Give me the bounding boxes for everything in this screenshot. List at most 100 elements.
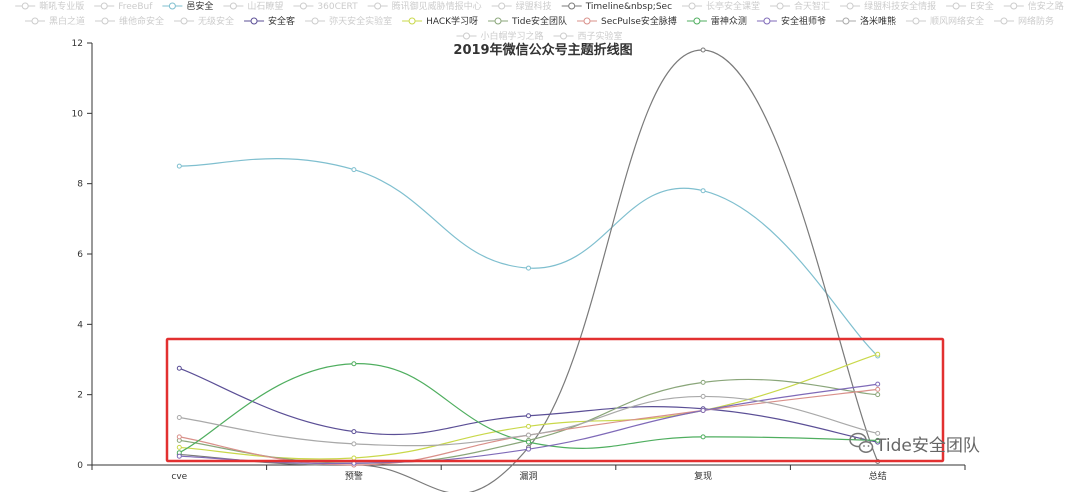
data-point[interactable] [176,163,182,169]
legend-marker [498,2,506,10]
data-point[interactable] [526,423,531,429]
data-point[interactable] [526,439,531,445]
series-23 [176,393,881,447]
watermark: Tide安全团队 [849,432,980,456]
data-point[interactable] [351,429,357,435]
data-point[interactable] [526,432,531,438]
legend-item[interactable]: 西子实验室 [553,30,623,42]
legend-marker [299,2,307,10]
legend-label: 安全祖师爷 [781,15,826,27]
legend-item[interactable]: E安全 [946,0,994,12]
data-point[interactable] [351,361,357,367]
legend-marker [462,32,470,40]
legend-item[interactable]: 合天智汇 [770,0,830,12]
data-point[interactable] [176,415,182,421]
legend-label: 无级安全 [198,15,234,27]
legend-marker [168,2,176,10]
legend-item[interactable]: 小白帽学习之路 [456,30,544,42]
data-point[interactable] [700,407,706,413]
legend-label: E安全 [970,0,994,12]
data-point[interactable] [875,386,881,392]
y-tick-label: 10 [72,109,84,119]
data-point[interactable] [176,444,182,450]
legend-item[interactable]: Timeline&nbsp;Sec [561,2,672,12]
legend-label: 绿盟科技 [516,0,552,12]
x-tick-label: cve [171,472,187,482]
data-point[interactable] [875,430,881,436]
legend-marker [912,17,920,25]
legend-item[interactable]: 绿盟科技 [491,0,552,12]
legend-label: 弥天安全实验室 [329,15,392,27]
legend-item[interactable]: 信安之路 [1003,0,1064,12]
data-point[interactable] [176,365,182,371]
legend-label: 嘶吼专业版 [39,0,84,12]
legend-item[interactable]: 无级安全 [174,15,234,27]
legend-item[interactable]: 顺风网络安全 [905,15,984,27]
legend-item[interactable]: 山石瞭望 [223,0,283,12]
legend-item[interactable]: 黑白之道 [25,15,85,27]
legend-marker [688,2,696,10]
legend-marker [568,2,576,10]
data-point[interactable] [351,441,357,447]
legend-item[interactable]: 维他命安全 [95,15,164,27]
series-16 [176,365,881,445]
legend-label: 绿盟科技安全情报 [864,0,936,12]
legend-label: 山石瞭望 [247,0,283,12]
legend-marker [229,2,237,10]
x-tick-label: 预警 [345,470,363,482]
legend-item[interactable]: 腾讯御见威胁情报中心 [367,0,482,12]
data-point[interactable] [526,446,531,452]
data-point[interactable] [875,381,881,387]
legend-label: 西子实验室 [578,30,623,42]
legend-item[interactable]: 安全祖师爷 [756,15,826,27]
x-tick-label: 总结 [869,470,887,482]
legend-item[interactable]: 网络防务 [993,15,1054,27]
data-point[interactable] [700,379,706,385]
data-point[interactable] [526,265,531,271]
legend-marker [311,17,319,25]
y-tick-label: 12 [72,39,83,49]
legend-item[interactable]: 雷神众测 [686,15,747,27]
data-point[interactable] [176,434,182,440]
legend-item[interactable]: HACK学习呀 [402,15,478,27]
data-point[interactable] [875,351,881,357]
data-point[interactable] [526,413,531,419]
data-point[interactable] [351,455,357,461]
legend-item[interactable]: 弥天安全实验室 [305,15,392,27]
legend-label: 邑安全 [186,0,213,12]
legend-marker [583,17,591,25]
legend-item[interactable]: 安全客 [244,15,295,27]
data-point[interactable] [351,167,357,173]
legend-label: 网络防务 [1018,15,1054,27]
legend-label: 长亭安全课堂 [706,0,760,12]
legend-item[interactable]: SecPulse安全脉搏 [577,15,677,27]
data-point[interactable] [700,188,706,194]
legend-item[interactable]: FreeBuf [94,2,153,12]
legend-item[interactable]: 绿盟科技安全情报 [840,0,936,12]
wechat-icon [849,432,874,453]
legend-label: 合天智汇 [794,0,830,12]
legend-marker [250,17,258,25]
legend-label: 黑白之道 [49,15,85,27]
legend-item[interactable]: 360CERT [293,2,358,12]
data-point[interactable] [700,47,706,53]
data-point[interactable] [700,434,706,440]
legend-item[interactable]: 邑安全 [162,0,213,12]
data-point[interactable] [176,453,182,459]
legend-item[interactable]: 洛米唯熊 [835,15,896,27]
data-point[interactable] [875,392,881,398]
legend-item[interactable]: 嘶吼专业版 [15,0,84,12]
data-point[interactable] [875,437,881,443]
axes: 0 2 4 6 8 10 12 cve 预警 漏洞 复现 总结 [72,39,966,482]
legend-marker [494,17,502,25]
y-tick-label: 0 [77,461,83,471]
legend-marker [693,17,701,25]
legend-label: 腾讯御见威胁情报中心 [392,0,482,12]
series-line [179,363,878,454]
data-point[interactable] [700,393,706,399]
legend-item[interactable]: Tide安全团队 [488,15,567,27]
legend-label: 小白帽学习之路 [480,30,543,42]
legend-marker [952,2,960,10]
legend-item[interactable]: 长亭安全课堂 [682,0,760,12]
